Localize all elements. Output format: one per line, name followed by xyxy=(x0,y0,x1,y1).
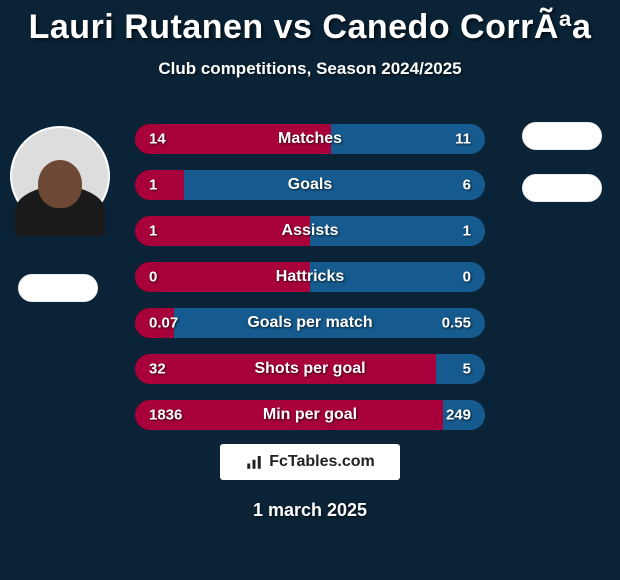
bar-right-fill xyxy=(436,354,485,384)
page-subtitle: Club competitions, Season 2024/2025 xyxy=(0,59,620,79)
stat-value-left: 1 xyxy=(149,223,157,240)
stat-label: Min per goal xyxy=(263,406,357,424)
stat-value-left: 1836 xyxy=(149,407,182,424)
stat-value-left: 0.07 xyxy=(149,315,178,332)
page-title: Lauri Rutanen vs Canedo CorrÃªa xyxy=(0,0,620,47)
stat-row: 0 0 Hattricks xyxy=(135,262,485,292)
avatar-head-shape xyxy=(38,160,82,208)
stat-row: 1 6 Goals xyxy=(135,170,485,200)
stat-label: Assists xyxy=(282,222,339,240)
stat-value-left: 32 xyxy=(149,361,166,378)
flag-left-wrap xyxy=(18,258,98,302)
stat-label: Shots per goal xyxy=(254,360,365,378)
comparison-bars: 1411Matches16Goals11Assists00Hattricks0.… xyxy=(135,124,485,446)
flag-right-1 xyxy=(522,122,602,150)
stat-label: Goals per match xyxy=(247,314,372,332)
flag-left xyxy=(18,274,98,302)
stat-row: 1836 249 Min per goal xyxy=(135,400,485,430)
stat-value-right: 5 xyxy=(463,361,471,378)
stat-value-left: 1 xyxy=(149,177,157,194)
flag-right-2 xyxy=(522,174,602,202)
avatar-left xyxy=(10,126,110,226)
stat-value-right: 6 xyxy=(463,177,471,194)
stat-row: 32 5 Shots per goal xyxy=(135,354,485,384)
footer-date: 1 march 2025 xyxy=(253,500,367,521)
stat-row: 0.07 0.55 Goals per match xyxy=(135,308,485,338)
stat-value-right: 11 xyxy=(455,131,471,148)
stat-label: Goals xyxy=(288,176,332,194)
stat-row: 14 11 Matches xyxy=(135,124,485,154)
stat-value-right: 0 xyxy=(463,269,471,286)
footer-logo-text: FcTables.com xyxy=(269,453,375,471)
stat-row: 1 1 Assists xyxy=(135,216,485,246)
stat-label: Matches xyxy=(278,130,342,148)
stat-value-right: 0.55 xyxy=(442,315,471,332)
stat-label: Hattricks xyxy=(276,268,344,286)
bar-right-fill xyxy=(184,170,485,200)
stat-value-right: 1 xyxy=(463,223,471,240)
avatar-left-wrap xyxy=(10,126,110,226)
stat-value-left: 14 xyxy=(149,131,166,148)
stat-value-left: 0 xyxy=(149,269,157,286)
flag-right-1-wrap xyxy=(522,122,602,150)
flag-right-2-wrap xyxy=(522,174,602,202)
bar-left-fill xyxy=(135,170,184,200)
chart-icon xyxy=(245,453,263,471)
stat-value-right: 249 xyxy=(446,407,471,424)
footer-logo[interactable]: FcTables.com xyxy=(220,444,400,480)
